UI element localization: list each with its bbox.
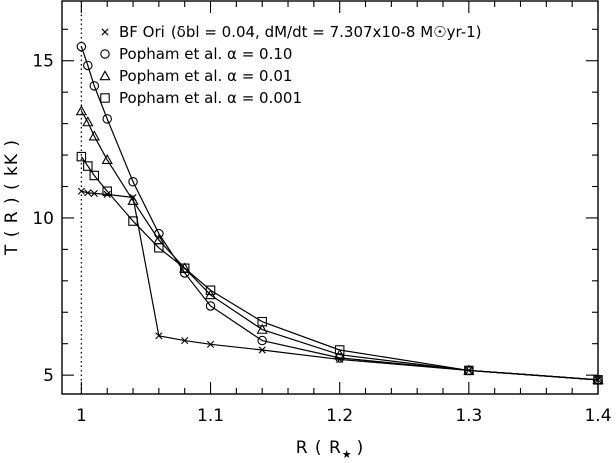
data-point-square (593, 375, 603, 385)
data-point-square (89, 170, 100, 181)
y-tick-label: 10 (32, 209, 54, 229)
x-axis-title-subscript: ★ (342, 448, 353, 461)
plot-frame (61, 0, 599, 395)
x-tick-label: 1.1 (197, 406, 224, 426)
legend-marker-triangle (99, 70, 111, 81)
x-tick-label: 1 (76, 406, 87, 426)
legend-entry: Popham et al. α = 0.01 (119, 67, 292, 85)
data-point-x (155, 332, 163, 340)
data-point-square (83, 161, 93, 171)
x-axis-title: R ( R★) (296, 438, 365, 461)
y-tick-label: 15 (32, 52, 54, 72)
series-line-square (80, 156, 599, 381)
data-point-circle (257, 335, 267, 346)
legend-entry-detail: (δbl = 0.04, dM/dt = 7.307x10-8 M☉yr-1) (171, 23, 482, 41)
data-point-triangle (88, 130, 100, 141)
data-point-triangle (127, 194, 139, 205)
data-point-triangle (75, 105, 88, 116)
data-point-square (128, 216, 138, 226)
series-square (76, 151, 603, 385)
series-line-triangle (80, 110, 599, 381)
data-point-x (206, 340, 215, 348)
data-point-triangle (101, 153, 113, 165)
legend-marker-circle (100, 49, 110, 59)
data-point-square (179, 263, 190, 273)
data-point-circle (89, 81, 100, 91)
legend-entry: Popham et al. α = 0.10 (119, 45, 292, 63)
data-point-circle (128, 177, 138, 187)
data-point-square (76, 151, 87, 162)
data-point-x (90, 189, 98, 198)
legend-marker-x (101, 28, 109, 36)
data-point-square (205, 285, 216, 295)
series-line-x (81, 190, 599, 381)
data-point-square (334, 345, 345, 355)
data-point-x (181, 336, 189, 345)
data-point-square (154, 243, 164, 253)
data-point-triangle (256, 323, 268, 334)
legend-entry: Popham et al. α = 0.001 (119, 89, 302, 107)
legend-entry: BF Ori (δbl = 0.04, dM/dt = 7.307x10-8 M☉… (119, 23, 482, 41)
data-point-triangle (82, 116, 94, 127)
data-point-circle (205, 301, 216, 311)
y-axis-title: T ( R ) ( kK ) (2, 139, 22, 256)
data-point-square (102, 186, 112, 196)
data-point-x (258, 346, 266, 354)
data-point-circle (83, 60, 93, 71)
x-tick-label: 1.3 (455, 406, 482, 426)
y-tick-label: 5 (43, 366, 54, 386)
data-point-x (84, 189, 92, 197)
data-point-circle (76, 41, 87, 52)
legend-marker-square (100, 93, 110, 103)
data-point-x (103, 190, 111, 198)
x-tick-label: 1.2 (326, 406, 353, 426)
data-point-square (464, 365, 474, 376)
data-point-square (257, 316, 267, 327)
x-tick-label: 1.4 (584, 406, 611, 426)
data-point-circle (102, 114, 112, 124)
data-point-x (77, 187, 85, 195)
